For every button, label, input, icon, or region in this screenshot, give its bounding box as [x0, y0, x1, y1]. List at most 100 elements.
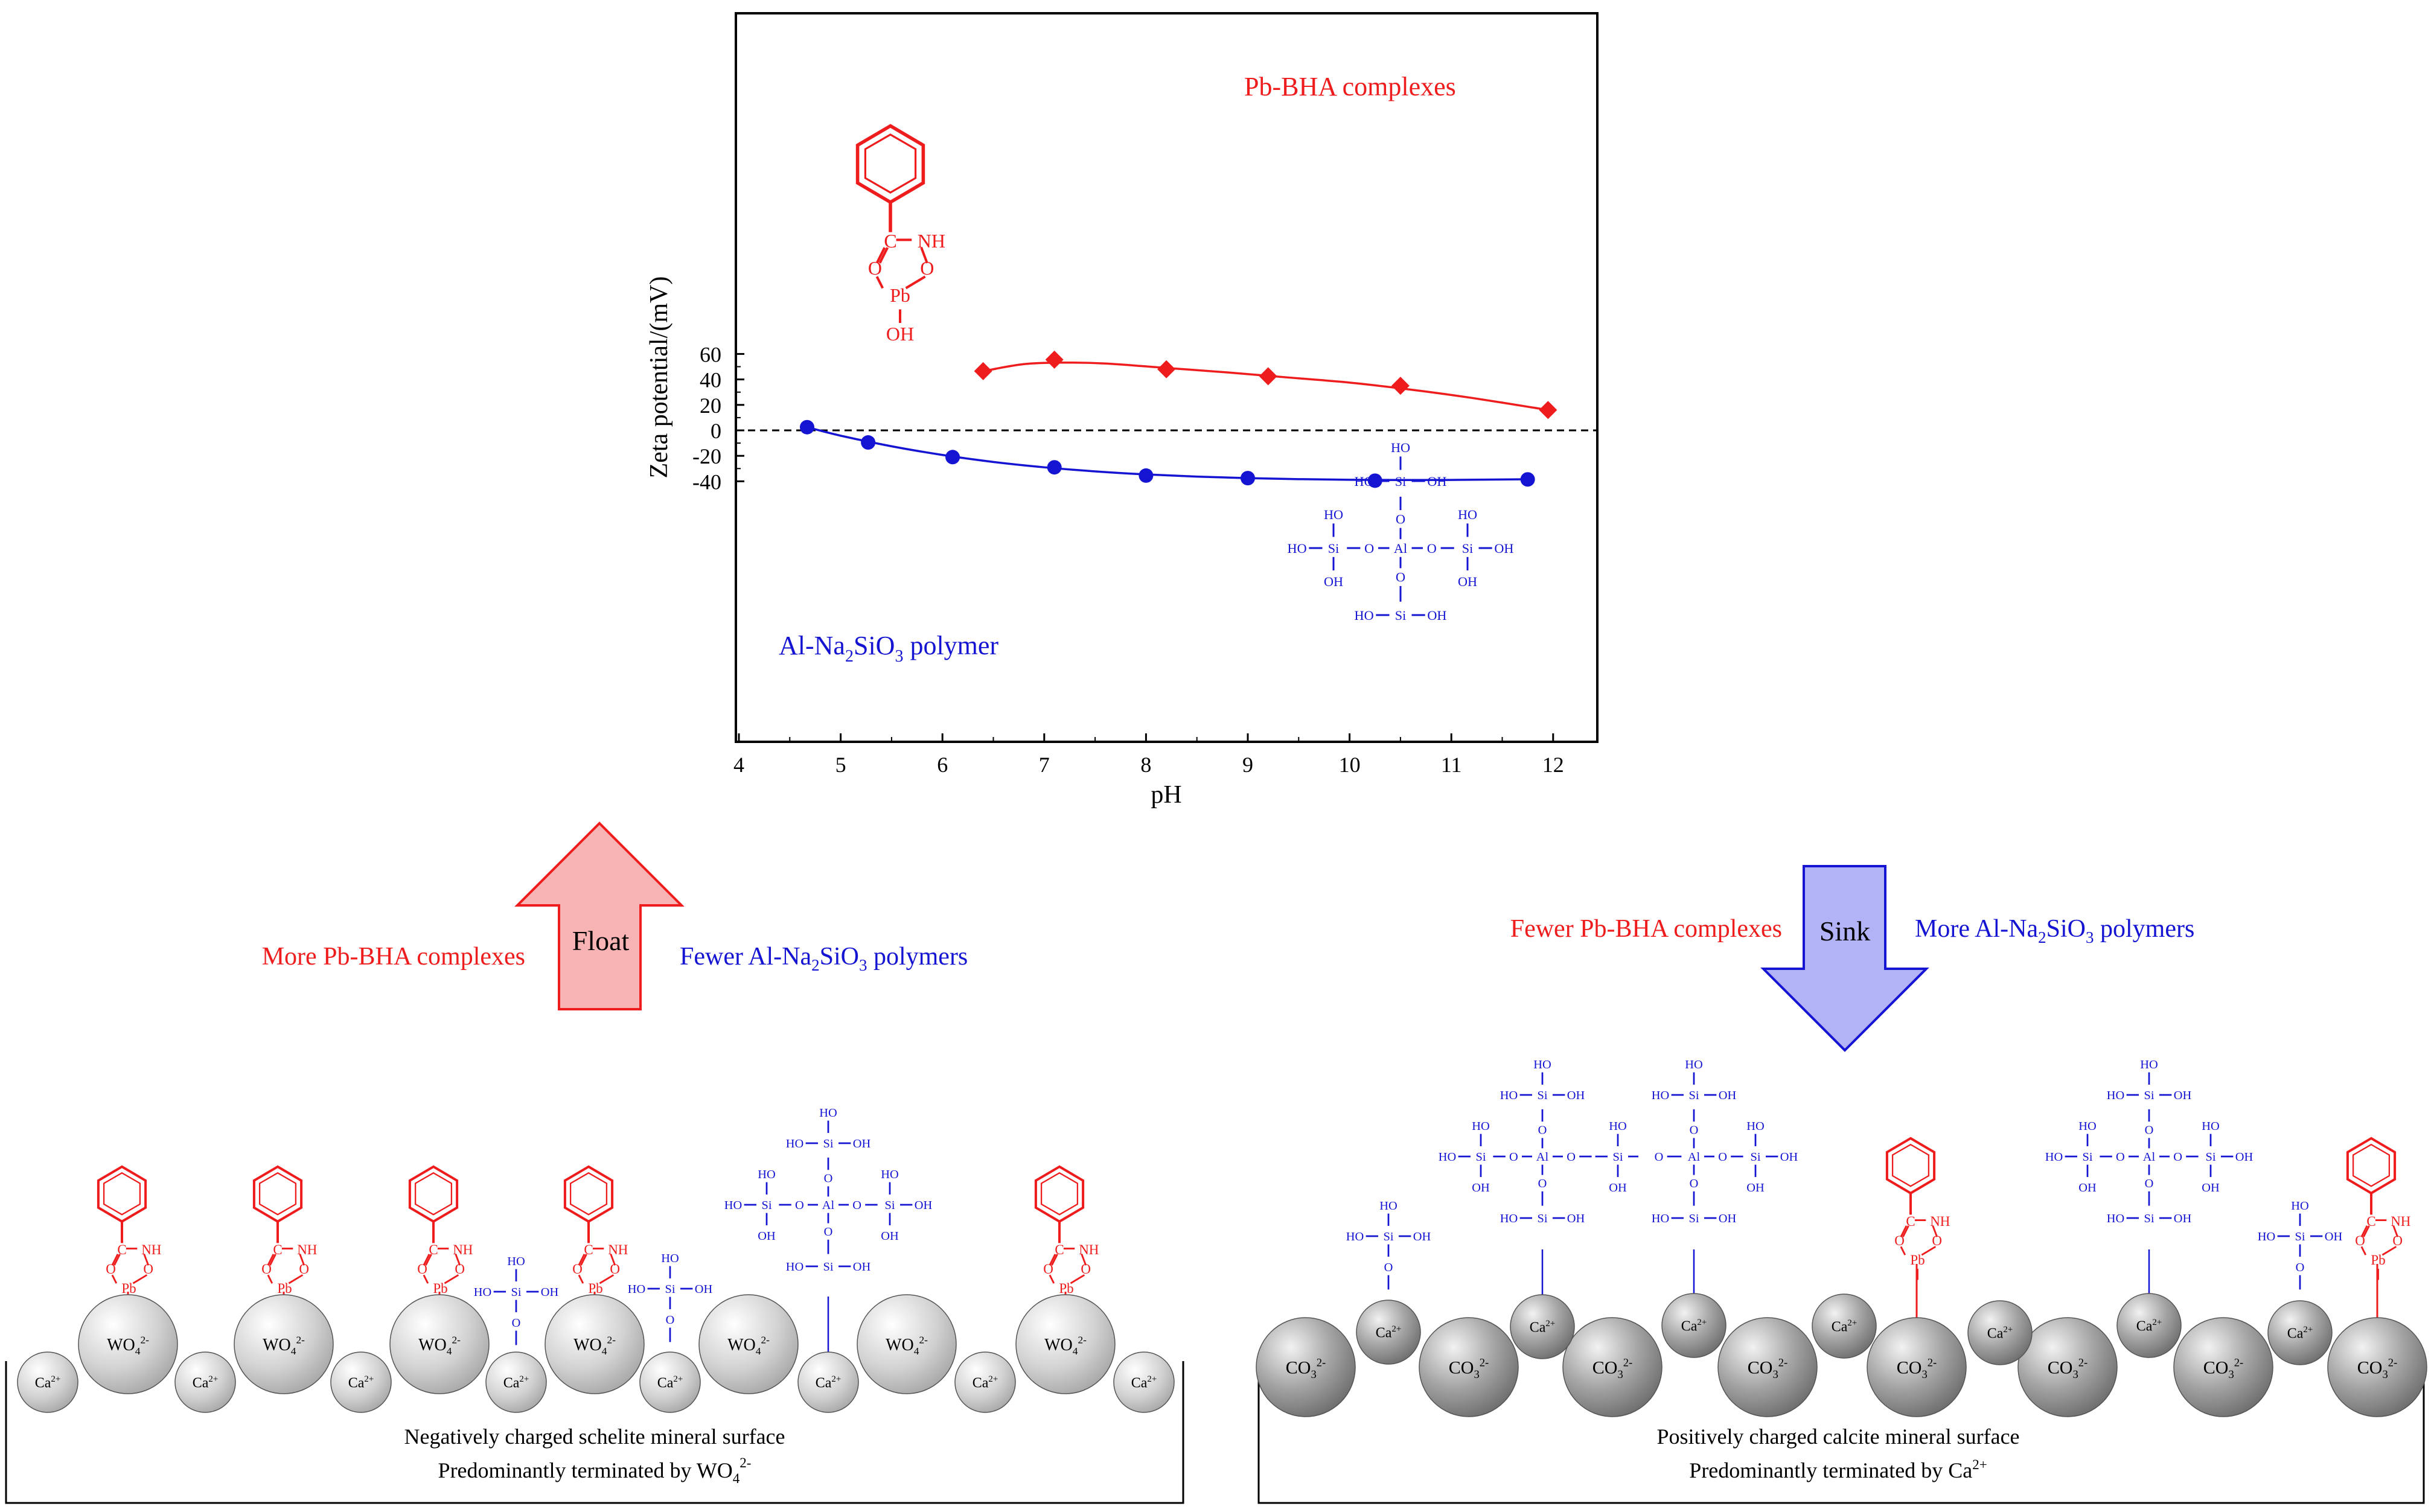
svg-text:HO: HO: [1472, 1120, 1489, 1133]
x-axis-label: pH: [1151, 781, 1181, 809]
calcite-caption-line1: Positively charged calcite mineral surfa…: [1656, 1424, 2019, 1449]
data-point-al-polymer: [1367, 473, 1382, 488]
ca-sphere-calcite-6: Ca2+: [2267, 1300, 2333, 1365]
x-tick-label-9: 9: [1242, 753, 1253, 777]
schelite-caption-line2: Predominantly terminated by WO42-: [438, 1455, 752, 1486]
svg-text:Si: Si: [1395, 474, 1407, 489]
svg-text:HO: HO: [2291, 1199, 2308, 1213]
svg-text:O: O: [2296, 1261, 2305, 1274]
svg-text:Ca2+: Ca2+: [2287, 1325, 2313, 1342]
svg-text:Ca2+: Ca2+: [193, 1374, 219, 1391]
svg-text:OH: OH: [1427, 474, 1446, 489]
data-point-al-polymer: [1139, 468, 1154, 483]
x-tick-label-7: 7: [1039, 753, 1050, 777]
svg-text:Ca2+: Ca2+: [816, 1374, 842, 1391]
svg-text:Al: Al: [1394, 541, 1407, 556]
svg-text:HO: HO: [1324, 507, 1343, 522]
wo4-sphere-2: WO42-: [389, 1294, 490, 1394]
svg-text:HO: HO: [786, 1260, 803, 1274]
data-point-pb-bha: [1259, 367, 1277, 386]
svg-text:Si: Si: [1688, 1089, 1699, 1102]
more-al-polymers-text: More Al-Na2SiO3 polymers: [1915, 915, 2194, 946]
y-tick-label-40: 40: [700, 368, 721, 392]
data-point-al-polymer: [1047, 460, 1062, 475]
svg-text:OH: OH: [1746, 1181, 1765, 1195]
svg-text:CO32-: CO32-: [1286, 1357, 1326, 1382]
svg-text:OH: OH: [881, 1230, 899, 1243]
svg-text:HO: HO: [1746, 1120, 1764, 1133]
float-arrow: [514, 821, 685, 1010]
svg-text:O: O: [824, 1172, 833, 1185]
svg-text:CO32-: CO32-: [2048, 1357, 2087, 1382]
svg-text:O: O: [852, 1199, 861, 1212]
schelite-caption-line1: Negatively charged schelite mineral surf…: [404, 1424, 785, 1449]
svg-text:HO: HO: [1500, 1089, 1518, 1102]
svg-text:HO: HO: [2140, 1058, 2158, 1071]
svg-text:OH: OH: [1413, 1230, 1431, 1243]
fewer-pb-bha-text: Fewer Pb-BHA complexes: [1510, 915, 1782, 943]
ca-sphere-schelite-7: Ca2+: [1113, 1351, 1175, 1413]
svg-text:O: O: [1538, 1177, 1547, 1190]
y-tick-label-20: 20: [700, 394, 721, 418]
x-tick-label-5: 5: [835, 753, 846, 777]
svg-text:O: O: [1690, 1124, 1699, 1137]
svg-text:O: O: [1567, 1150, 1576, 1164]
float-panel: Float More Pb-BHA complexes Fewer Al-Na2…: [262, 821, 968, 1010]
ca-sphere-calcite-1: Ca2+: [1510, 1294, 1575, 1359]
co3-sphere-6: CO32-: [2173, 1317, 2273, 1417]
svg-text:OH: OH: [1458, 574, 1477, 589]
svg-text:Si: Si: [1537, 1212, 1547, 1225]
ca-sphere-schelite-5: Ca2+: [797, 1351, 859, 1413]
plot-frame: [735, 12, 1599, 743]
svg-text:HO: HO: [1391, 440, 1410, 455]
svg-text:OH: OH: [1472, 1181, 1490, 1195]
y-tick-label--40: -40: [692, 470, 721, 494]
svg-text:WO42-: WO42-: [107, 1335, 149, 1357]
svg-text:HO: HO: [1379, 1199, 1397, 1213]
svg-text:Si: Si: [1462, 541, 1474, 556]
svg-text:HO: HO: [758, 1168, 775, 1181]
svg-text:OH: OH: [1427, 608, 1446, 623]
ca-sphere-calcite-3: Ca2+: [1812, 1293, 1877, 1359]
ca-sphere-calcite-2: Ca2+: [1661, 1293, 1726, 1358]
svg-text:Si: Si: [884, 1199, 895, 1212]
pb-bha-series-label: Pb-BHA complexes: [1244, 72, 1456, 101]
fit-curve-0: [983, 361, 1548, 411]
svg-text:WO42-: WO42-: [886, 1335, 928, 1357]
svg-text:CO32-: CO32-: [2203, 1357, 2243, 1382]
svg-text:HO: HO: [724, 1199, 742, 1212]
svg-text:O: O: [1427, 541, 1437, 556]
pb-bha-adsorbate: [2348, 1138, 2411, 1280]
ca-sphere-schelite-0: Ca2+: [17, 1351, 78, 1413]
svg-text:Ca2+: Ca2+: [657, 1374, 683, 1391]
y-tick-label-60: 60: [700, 342, 721, 366]
svg-text:OH: OH: [2174, 1212, 2192, 1225]
pb-bha-adsorbate: [98, 1167, 162, 1309]
svg-text:OH: OH: [1609, 1181, 1627, 1195]
svg-text:HO: HO: [661, 1252, 679, 1265]
svg-text:Ca2+: Ca2+: [1987, 1325, 2013, 1342]
svg-text:Si: Si: [1688, 1212, 1699, 1225]
svg-text:OH: OH: [1494, 541, 1513, 556]
calcite-surface-outline: [1257, 1361, 2425, 1504]
svg-text:O: O: [795, 1199, 804, 1212]
co3-sphere-7: CO32-: [2327, 1317, 2427, 1417]
data-point-al-polymer: [799, 419, 814, 435]
svg-text:HO: HO: [2107, 1089, 2124, 1102]
co3-sphere-5: CO32-: [2017, 1317, 2118, 1417]
svg-text:O: O: [1396, 570, 1405, 585]
svg-text:OH: OH: [1324, 574, 1343, 589]
svg-text:O: O: [2145, 1177, 2154, 1190]
svg-text:O: O: [824, 1225, 833, 1239]
svg-text:Si: Si: [2144, 1212, 2154, 1225]
ca-sphere-schelite-1: Ca2+: [174, 1351, 236, 1413]
schelite-surface-outline: [5, 1361, 1184, 1504]
svg-text:HO: HO: [507, 1255, 525, 1268]
wo4-sphere-3: WO42-: [545, 1294, 645, 1394]
wo4-sphere-0: WO42-: [78, 1294, 178, 1394]
svg-text:Ca2+: Ca2+: [1832, 1318, 1857, 1335]
co3-sphere-4: CO32-: [1867, 1317, 1967, 1417]
